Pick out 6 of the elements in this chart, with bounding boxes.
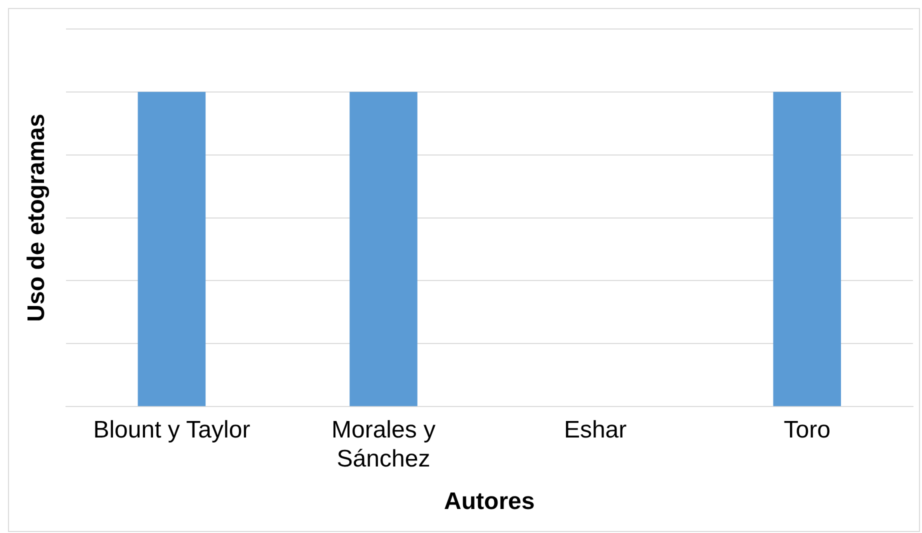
- x-tick-label: Blount y Taylor: [93, 416, 250, 444]
- x-tick-label: Toro: [784, 416, 830, 444]
- x-tick-label: Eshar: [564, 416, 627, 444]
- x-axis-title: Autores: [444, 488, 535, 516]
- y-axis-title: Uso de etogramas: [23, 114, 50, 322]
- x-tick-label: Morales y Sánchez: [331, 416, 436, 472]
